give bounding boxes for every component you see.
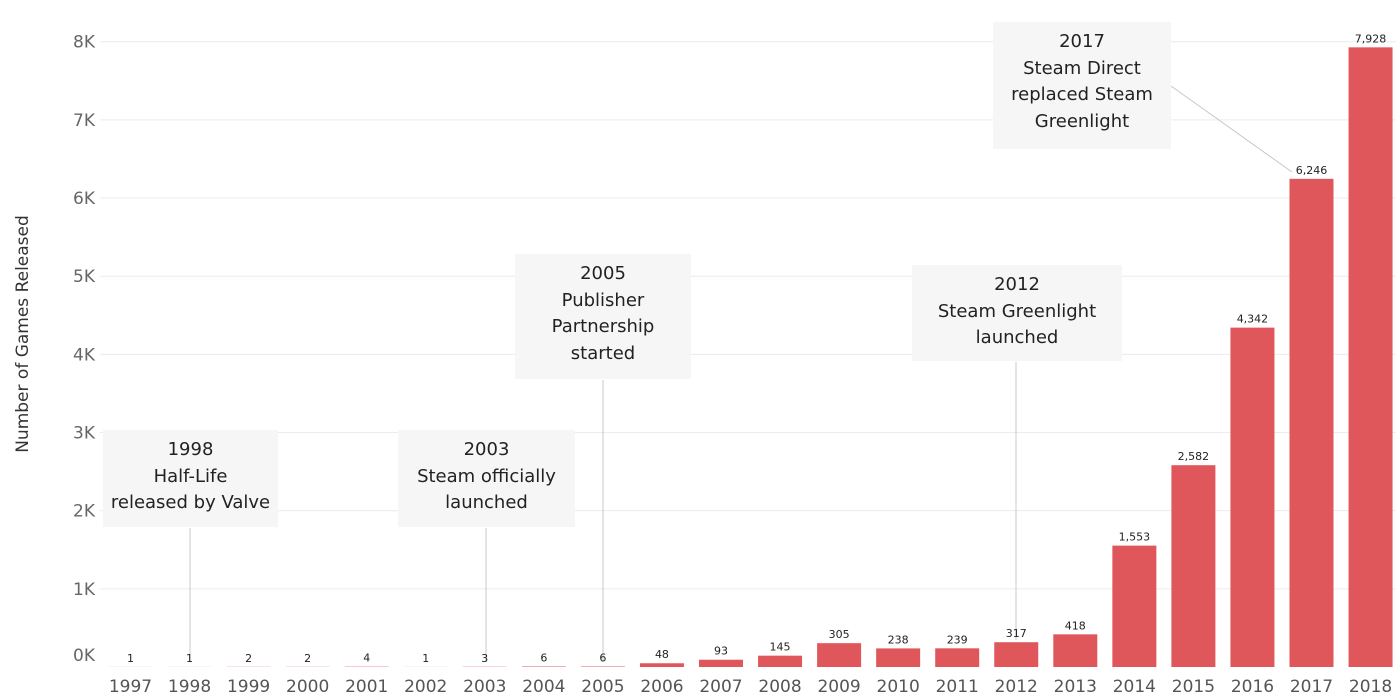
- x-tick-label: 2010: [877, 677, 920, 697]
- bar: [1230, 327, 1275, 667]
- bar: [639, 663, 684, 667]
- annotation-box-1998: 1998 Half-Life released by Valve: [103, 430, 278, 527]
- annotation-box-2003: 2003 Steam officially launched: [398, 430, 575, 527]
- data-label: 3: [481, 652, 488, 665]
- annotation-text: Half-Life: [153, 465, 228, 487]
- x-tick-label: 2017: [1290, 677, 1333, 697]
- annotation-text: Steam officially: [417, 465, 556, 487]
- annotation-box-2005: 2005 Publisher Partnership started: [515, 254, 691, 379]
- x-tick-label: 2001: [345, 677, 388, 697]
- data-labels: 1 1 2 2 4 1 3 6 6 48 93 145 305 238 239 317 418 1,553 2,58…: [127, 32, 1386, 665]
- annotation-text: started: [570, 342, 636, 364]
- data-label: 6: [599, 652, 606, 665]
- x-tick-label: 1998: [168, 677, 211, 697]
- y-tick-label: 4K: [73, 345, 96, 365]
- x-tick-label: 2005: [581, 677, 624, 697]
- bar: [1348, 47, 1393, 667]
- data-label: 6,246: [1296, 164, 1328, 177]
- data-label: 2,582: [1178, 450, 1210, 463]
- annotation-text: Partnership: [551, 316, 655, 337]
- bars: [108, 47, 1393, 668]
- annotation-text: launched: [975, 327, 1059, 348]
- x-tick-label: 2003: [463, 677, 506, 697]
- bar: [876, 648, 921, 667]
- data-label: 48: [655, 648, 669, 661]
- data-label: 93: [714, 645, 728, 658]
- bar: [935, 648, 980, 667]
- annotation-text: 2012: [994, 274, 1040, 295]
- bar: [1053, 634, 1098, 667]
- data-label: 2: [245, 652, 252, 665]
- annotation-text: 2003: [463, 439, 510, 460]
- annotation-box-2017: 2017 Steam Direct replaced Steam Greenlight: [993, 22, 1171, 149]
- y-tick-label: 1K: [73, 580, 96, 600]
- x-tick-label: 2004: [522, 677, 565, 697]
- data-label: 6: [540, 652, 547, 665]
- data-label: 1: [422, 652, 429, 665]
- y-axis-ticks: 0K 1K 2K 3K 4K 5K 6K 7K 8K: [73, 33, 96, 666]
- x-tick-label: 2006: [640, 677, 683, 697]
- annotation-text: 2005: [580, 263, 626, 284]
- annotation-leader-line: [1170, 85, 1293, 173]
- data-label: 305: [829, 628, 850, 641]
- annotation-text: Steam Greenlight: [937, 300, 1097, 322]
- gridlines: [100, 41, 1396, 590]
- x-tick-label: 2007: [699, 677, 742, 697]
- data-label: 418: [1065, 619, 1086, 632]
- annotation-leaders: [189, 85, 1293, 662]
- x-tick-label: 2009: [817, 677, 860, 697]
- data-label: 7,928: [1355, 32, 1387, 45]
- x-tick-label: 1999: [227, 677, 270, 697]
- x-tick-label: 2002: [404, 677, 447, 697]
- annotation-text: released by Valve: [110, 492, 271, 513]
- data-label: 238: [888, 633, 909, 646]
- annotation-box-2012: 2012 Steam Greenlight launched: [912, 265, 1122, 361]
- x-tick-label: 2018: [1349, 677, 1392, 697]
- annotation-text: replaced Steam: [1011, 84, 1153, 105]
- x-tick-label: 2013: [1054, 677, 1097, 697]
- y-tick-label: 2K: [73, 502, 96, 522]
- bar: [817, 643, 862, 667]
- annotation-text: Publisher: [561, 289, 645, 311]
- data-label: 1: [186, 652, 193, 665]
- x-tick-label: 1997: [109, 677, 152, 697]
- y-tick-label: 0K: [73, 646, 96, 666]
- data-label: 1,553: [1119, 531, 1151, 544]
- bar: [699, 659, 743, 667]
- bar: [1289, 178, 1334, 668]
- x-tick-label: 2015: [1172, 677, 1215, 697]
- y-axis-label: Number of Games Released: [13, 215, 33, 453]
- data-label: 239: [947, 633, 968, 646]
- bar: [1171, 465, 1216, 667]
- x-tick-label: 2012: [995, 677, 1038, 697]
- data-label: 4: [363, 652, 370, 665]
- y-tick-label: 8K: [73, 33, 96, 53]
- data-label: 4,342: [1237, 313, 1269, 326]
- y-tick-label: 7K: [73, 111, 96, 131]
- annotation-text: launched: [445, 492, 528, 513]
- x-tick-label: 2014: [1113, 677, 1156, 697]
- x-tick-label: 2008: [758, 677, 801, 697]
- bar: [994, 642, 1039, 667]
- x-tick-label: 2011: [936, 677, 979, 697]
- y-tick-label: 5K: [73, 267, 96, 287]
- data-label: 1: [127, 652, 134, 665]
- annotation-text: Steam Direct: [1023, 57, 1141, 79]
- data-label: 2: [304, 652, 311, 665]
- x-axis-ticks: 1997 1998 1999 2000 2001 2002 2003 2004 2005 2006…: [109, 677, 1392, 697]
- data-label: 317: [1006, 627, 1027, 640]
- y-tick-label: 3K: [73, 424, 96, 444]
- x-tick-label: 2016: [1231, 677, 1274, 697]
- y-tick-label: 6K: [73, 189, 96, 209]
- annotation-text: 1998: [167, 439, 214, 460]
- bar: [758, 655, 803, 667]
- annotation-text: Greenlight: [1034, 110, 1130, 132]
- annotation-text: 2017: [1059, 31, 1105, 52]
- x-tick-label: 2000: [286, 677, 329, 697]
- data-label: 145: [770, 641, 791, 654]
- bar: [1112, 545, 1157, 667]
